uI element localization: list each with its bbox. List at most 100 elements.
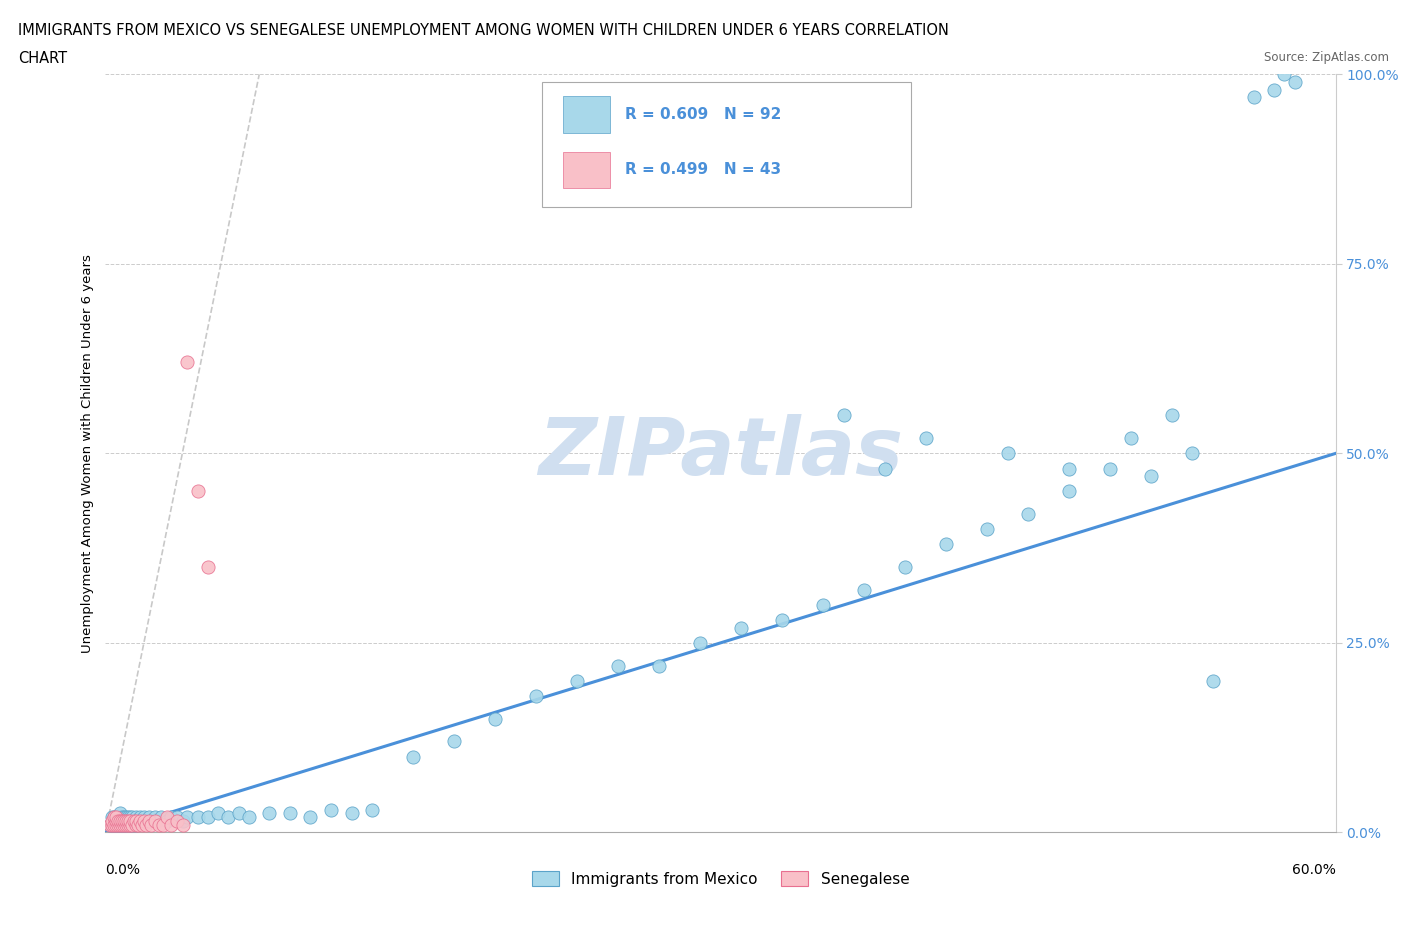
Point xyxy=(121,817,143,832)
Point xyxy=(172,817,194,832)
Point xyxy=(648,658,671,673)
Point xyxy=(111,817,134,832)
Text: R = 0.499   N = 43: R = 0.499 N = 43 xyxy=(624,163,780,178)
Point xyxy=(125,814,148,829)
Text: R = 0.609   N = 92: R = 0.609 N = 92 xyxy=(624,107,780,122)
Point xyxy=(115,814,138,829)
Point xyxy=(134,814,156,829)
Point xyxy=(112,810,135,825)
Point xyxy=(607,658,630,673)
Point xyxy=(1099,461,1122,476)
Point xyxy=(1119,431,1142,445)
Point xyxy=(853,582,876,597)
Point xyxy=(187,810,209,825)
Point xyxy=(1284,74,1306,89)
Point xyxy=(108,806,131,821)
Point xyxy=(100,814,122,829)
Bar xyxy=(564,152,610,188)
Point xyxy=(115,814,138,829)
Point xyxy=(1263,82,1285,97)
Point xyxy=(172,814,194,829)
Point xyxy=(138,814,160,829)
Point xyxy=(138,810,160,825)
Point xyxy=(112,817,135,832)
Bar xyxy=(564,97,610,133)
Point xyxy=(108,814,131,829)
Point xyxy=(131,817,153,832)
Point xyxy=(166,814,188,829)
Text: Source: ZipAtlas.com: Source: ZipAtlas.com xyxy=(1264,51,1389,64)
Point xyxy=(135,814,157,829)
Point xyxy=(148,817,170,832)
Text: ZIPatlas: ZIPatlas xyxy=(538,415,903,492)
Point xyxy=(100,817,122,832)
Point xyxy=(129,814,152,829)
Point xyxy=(122,814,145,829)
Point xyxy=(117,810,139,825)
Point xyxy=(107,814,129,829)
Point xyxy=(197,810,219,825)
Point xyxy=(143,810,166,825)
Point xyxy=(1057,461,1080,476)
Point xyxy=(103,810,125,825)
Point xyxy=(484,711,506,726)
Point xyxy=(104,817,127,832)
Point xyxy=(156,810,179,825)
Point xyxy=(115,810,138,825)
Point xyxy=(121,810,143,825)
Point xyxy=(100,810,122,825)
Y-axis label: Unemployment Among Women with Children Under 6 years: Unemployment Among Women with Children U… xyxy=(82,254,94,653)
Point xyxy=(524,688,547,703)
Point xyxy=(340,806,363,821)
Point xyxy=(120,810,141,825)
Point xyxy=(117,817,139,832)
Point xyxy=(111,810,134,825)
Point xyxy=(108,814,131,829)
Point xyxy=(1181,446,1204,461)
Point xyxy=(131,814,153,829)
Point xyxy=(120,814,141,829)
Point xyxy=(135,817,157,832)
Point xyxy=(166,810,188,825)
Point xyxy=(160,810,183,825)
Point xyxy=(278,806,301,821)
Point xyxy=(112,814,135,829)
Point xyxy=(1140,469,1163,484)
Point xyxy=(228,806,250,821)
Point xyxy=(125,817,148,832)
Point xyxy=(104,817,127,832)
Point xyxy=(100,817,122,832)
Point xyxy=(145,814,167,829)
Point xyxy=(1017,507,1039,522)
Point xyxy=(832,408,855,423)
Point xyxy=(117,814,139,829)
Point xyxy=(111,814,134,829)
Point xyxy=(565,673,588,688)
Point xyxy=(129,810,152,825)
Point xyxy=(176,355,198,370)
Point xyxy=(935,537,957,551)
Point xyxy=(259,806,281,821)
Point xyxy=(197,560,219,575)
Point xyxy=(115,817,138,832)
Point xyxy=(121,817,143,832)
Point xyxy=(156,814,179,829)
Point xyxy=(125,810,148,825)
Point xyxy=(873,461,896,476)
Point xyxy=(108,810,131,825)
Point xyxy=(207,806,229,821)
Point xyxy=(103,810,125,825)
Point xyxy=(98,817,121,832)
Point xyxy=(112,817,135,832)
Legend: Immigrants from Mexico, Senegalese: Immigrants from Mexico, Senegalese xyxy=(526,865,915,893)
Point xyxy=(104,810,127,825)
Point xyxy=(104,814,127,829)
Point xyxy=(117,814,139,829)
Point xyxy=(103,817,125,832)
Text: 60.0%: 60.0% xyxy=(1292,863,1336,877)
Point xyxy=(770,613,793,628)
Point xyxy=(107,817,129,832)
Point xyxy=(730,620,752,635)
Point xyxy=(894,560,917,575)
Text: IMMIGRANTS FROM MEXICO VS SENEGALESE UNEMPLOYMENT AMONG WOMEN WITH CHILDREN UNDE: IMMIGRANTS FROM MEXICO VS SENEGALESE UNE… xyxy=(18,23,949,38)
